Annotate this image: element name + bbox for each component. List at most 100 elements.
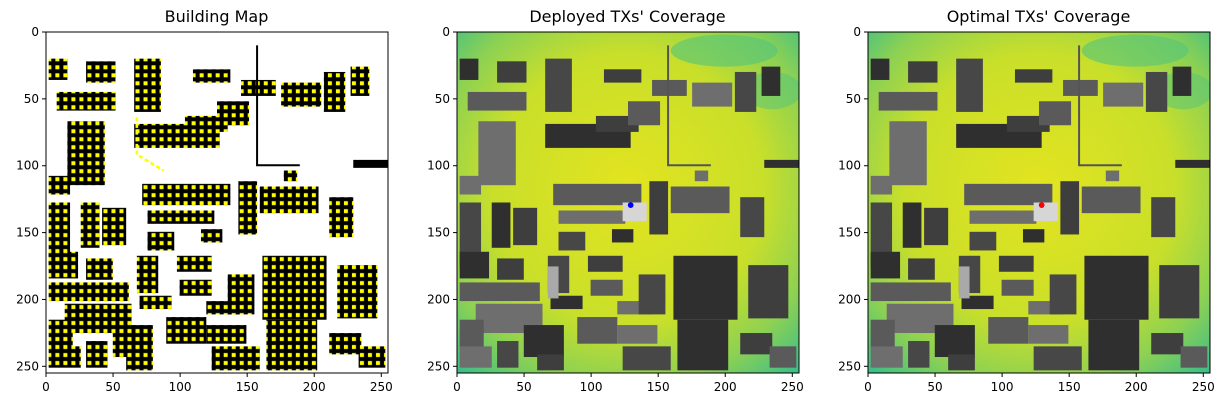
building — [80, 202, 100, 248]
x-tick-label: 150 — [236, 380, 259, 394]
building — [587, 255, 623, 272]
building — [1033, 346, 1082, 371]
building — [553, 183, 642, 206]
building — [870, 58, 890, 80]
building — [694, 170, 709, 182]
transmitter-marker — [627, 202, 634, 209]
building — [673, 255, 738, 320]
building — [48, 251, 79, 279]
y-tick-label: 150 — [16, 226, 39, 240]
building — [206, 325, 247, 344]
deployed-coverage-panel: Deployed TXs' Coverage 0 50 100 150 200 250 0 5… — [411, 0, 811, 407]
building — [176, 255, 212, 272]
building — [908, 341, 930, 368]
building — [1088, 319, 1140, 371]
heatmap-image — [868, 32, 1210, 373]
building — [590, 279, 623, 296]
axes-frame — [45, 31, 389, 374]
x-tick-label: 200 — [1125, 380, 1148, 394]
building — [924, 207, 949, 246]
building-light — [1033, 202, 1058, 222]
building — [179, 279, 212, 296]
building — [241, 79, 276, 96]
building — [329, 333, 362, 355]
building — [603, 69, 642, 83]
x-tick-label: 50 — [516, 380, 531, 394]
x-tick-label: 150 — [647, 380, 670, 394]
building — [998, 255, 1034, 272]
building — [200, 229, 223, 243]
building — [934, 325, 975, 358]
y-tick-label: 100 — [427, 159, 450, 173]
building — [147, 231, 175, 251]
building — [740, 333, 773, 355]
y-tick-label: 150 — [838, 226, 861, 240]
building — [692, 82, 733, 107]
chart-title: Building Map — [164, 7, 269, 26]
building — [908, 258, 935, 280]
y-tick-label: 100 — [838, 159, 861, 173]
building — [497, 61, 527, 83]
y-tick-label: 0 — [853, 25, 861, 39]
building — [764, 159, 799, 168]
x-tick-label: 50 — [927, 380, 942, 394]
y-tick-label: 200 — [16, 292, 39, 306]
x-tick-label: 250 — [781, 380, 804, 394]
building — [1180, 346, 1208, 368]
y-tick-label: 250 — [427, 359, 450, 373]
perimeter-markers — [135, 117, 165, 172]
building — [281, 82, 322, 107]
chart-title: Deployed TXs' Coverage — [529, 7, 726, 26]
building — [622, 346, 671, 371]
building-light — [958, 266, 970, 299]
building — [550, 295, 583, 310]
building — [870, 251, 901, 279]
building — [459, 319, 484, 350]
y-tick-label: 50 — [24, 92, 39, 106]
axes-frame — [867, 31, 1211, 374]
building — [48, 58, 68, 80]
building — [112, 325, 153, 358]
building — [337, 265, 378, 319]
building — [969, 210, 1037, 224]
building — [769, 346, 797, 368]
building — [1159, 265, 1200, 319]
x-tick-label: 200 — [303, 380, 326, 394]
building — [1028, 325, 1069, 344]
optimal-coverage-panel: Optimal TXs' Coverage 0 50 100 150 200 250 0 50… — [822, 0, 1222, 407]
building — [192, 69, 231, 83]
building — [638, 274, 666, 315]
building — [126, 354, 153, 371]
building — [1039, 101, 1072, 126]
building — [67, 121, 105, 186]
building — [1022, 229, 1045, 243]
building — [677, 319, 729, 371]
building — [1014, 69, 1053, 83]
building — [1145, 71, 1168, 112]
y-tick-label: 50 — [846, 92, 861, 106]
building — [262, 255, 327, 320]
building — [459, 175, 482, 195]
building — [459, 282, 540, 302]
building — [870, 282, 951, 302]
building — [748, 265, 789, 319]
building — [467, 91, 527, 111]
building — [969, 231, 997, 251]
building — [48, 346, 81, 368]
building — [166, 317, 207, 344]
building — [217, 101, 250, 126]
x-tick-label: 0 — [864, 380, 872, 394]
building — [358, 346, 386, 368]
building — [577, 317, 618, 344]
y-tick-label: 0 — [31, 25, 39, 39]
building — [537, 354, 564, 371]
building — [259, 186, 319, 214]
x-tick-label: 0 — [42, 380, 50, 394]
building — [136, 255, 159, 294]
building — [283, 170, 298, 182]
